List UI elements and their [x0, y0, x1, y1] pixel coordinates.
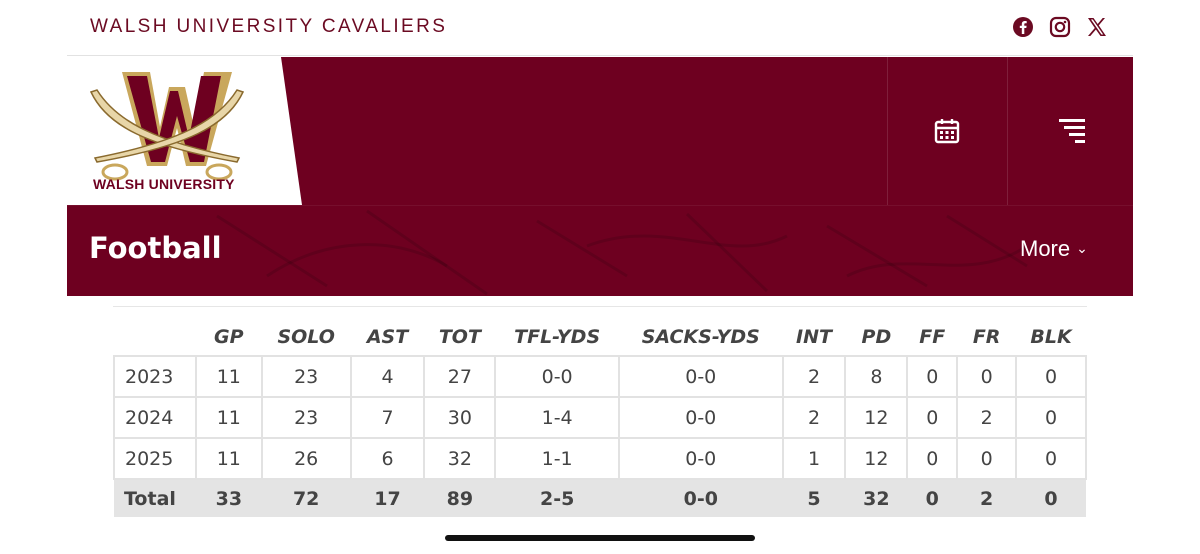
home-indicator[interactable] — [445, 535, 755, 541]
cavaliers-logo — [89, 72, 245, 181]
table-cell: 26 — [260, 437, 352, 480]
table-cell: 0-0 — [618, 479, 783, 517]
table-cell: 23 — [260, 396, 352, 439]
column-header[interactable]: TOT — [438, 325, 481, 348]
table-cell: 11 — [194, 437, 263, 480]
table-cell: 12 — [844, 437, 909, 480]
table-cell: 72 — [261, 479, 351, 517]
column-header[interactable]: SOLO — [277, 325, 335, 348]
table-cell: 2 — [957, 479, 1017, 517]
table-cell: 89 — [424, 479, 496, 517]
column-header[interactable]: AST — [366, 325, 409, 348]
logo-panel[interactable]: WALSH UNIVERSITY — [67, 57, 302, 205]
column-header[interactable]: PD — [861, 325, 892, 348]
table-cell: 0 — [906, 396, 959, 439]
column-header[interactable]: BLK — [1030, 325, 1072, 348]
table-cell: 0-0 — [617, 437, 784, 480]
table-header-row: GP SOLO AST TOT TFL-YDS SACKS-YDS INT PD… — [114, 318, 1086, 356]
table-cell: 6 — [349, 437, 426, 480]
table-cell: 27 — [423, 355, 497, 398]
table-cell: 23 — [260, 355, 352, 398]
table-cell: 0 — [1015, 396, 1087, 439]
table-row: 2023 11 23 4 27 0-0 0-0 2 8 0 0 0 — [113, 355, 1087, 398]
column-header[interactable]: FF — [919, 325, 946, 348]
column-header[interactable]: FR — [972, 325, 1001, 348]
table-cell: 2025 — [113, 437, 197, 480]
table-cell: 2024 — [113, 396, 197, 439]
site-header: WALSH UNIVERSITY Football More ⌄ — [67, 57, 1133, 296]
header-divider — [887, 57, 888, 205]
chevron-down-icon: ⌄ — [1076, 240, 1088, 256]
more-dropdown[interactable]: More ⌄ — [1020, 236, 1088, 262]
table-cell: Total — [114, 479, 196, 517]
menu-icon[interactable] — [1055, 117, 1085, 145]
table-cell: 2023 — [113, 355, 197, 398]
column-header[interactable]: INT — [796, 325, 832, 348]
logo-text: WALSH UNIVERSITY — [93, 176, 235, 192]
table-cell: 12 — [844, 396, 909, 439]
column-header[interactable]: GP — [214, 325, 244, 348]
table-cell: 0 — [956, 437, 1018, 480]
table-cell: 0 — [956, 355, 1018, 398]
table-cell: 4 — [349, 355, 426, 398]
divider — [113, 306, 1087, 307]
table-cell: 0-0 — [617, 396, 784, 439]
top-bar: WALSH UNIVERSITY CAVALIERS — [67, 0, 1133, 56]
header-divider — [1007, 57, 1008, 205]
table-cell: 2 — [781, 396, 847, 439]
table-cell: 2-5 — [495, 479, 619, 517]
total-row: Total 33 72 17 89 2-5 0-0 5 32 0 2 0 — [114, 479, 1086, 517]
table-cell: 1 — [781, 437, 847, 480]
column-header — [114, 318, 196, 356]
table-cell: 11 — [194, 396, 263, 439]
stats-table: GP SOLO AST TOT TFL-YDS SACKS-YDS INT PD… — [113, 318, 1087, 517]
x-icon[interactable] — [1086, 16, 1108, 38]
table-cell: 0-0 — [617, 355, 784, 398]
table-cell: 30 — [423, 396, 497, 439]
table-cell: 0 — [1015, 437, 1087, 480]
table-cell: 1-4 — [494, 396, 620, 439]
site-name[interactable]: WALSH UNIVERSITY CAVALIERS — [90, 16, 448, 37]
table-cell: 17 — [350, 479, 425, 517]
calendar-icon[interactable] — [933, 117, 961, 145]
table-row: 2024 11 23 7 30 1-4 0-0 2 12 0 2 0 — [113, 396, 1087, 439]
table-row: 2025 11 26 6 32 1-1 0-0 1 12 0 0 0 — [113, 437, 1087, 480]
table-cell: 7 — [349, 396, 426, 439]
column-header[interactable]: TFL-YDS — [514, 325, 601, 348]
table-cell: 11 — [194, 355, 263, 398]
table-cell: 32 — [845, 479, 908, 517]
table-cell: 8 — [844, 355, 909, 398]
sport-bar: Football More ⌄ — [67, 205, 1133, 296]
table-cell: 5 — [782, 479, 846, 517]
more-label: More — [1020, 236, 1071, 261]
table-cell: 2 — [781, 355, 847, 398]
table-cell: 1-1 — [494, 437, 620, 480]
table-cell: 0-0 — [494, 355, 620, 398]
table-cell: 2 — [956, 396, 1018, 439]
table-cell: 0 — [906, 437, 959, 480]
sport-title: Football — [89, 231, 222, 265]
table-cell: 33 — [195, 479, 262, 517]
table-cell: 0 — [907, 479, 958, 517]
table-cell: 0 — [906, 355, 959, 398]
column-header[interactable]: SACKS-YDS — [641, 325, 760, 348]
table-cell: 0 — [1016, 479, 1086, 517]
table-cell: 0 — [1015, 355, 1087, 398]
instagram-icon[interactable] — [1049, 16, 1071, 38]
facebook-icon[interactable] — [1012, 16, 1034, 38]
header-texture — [216, 209, 1028, 296]
table-cell: 32 — [423, 437, 497, 480]
